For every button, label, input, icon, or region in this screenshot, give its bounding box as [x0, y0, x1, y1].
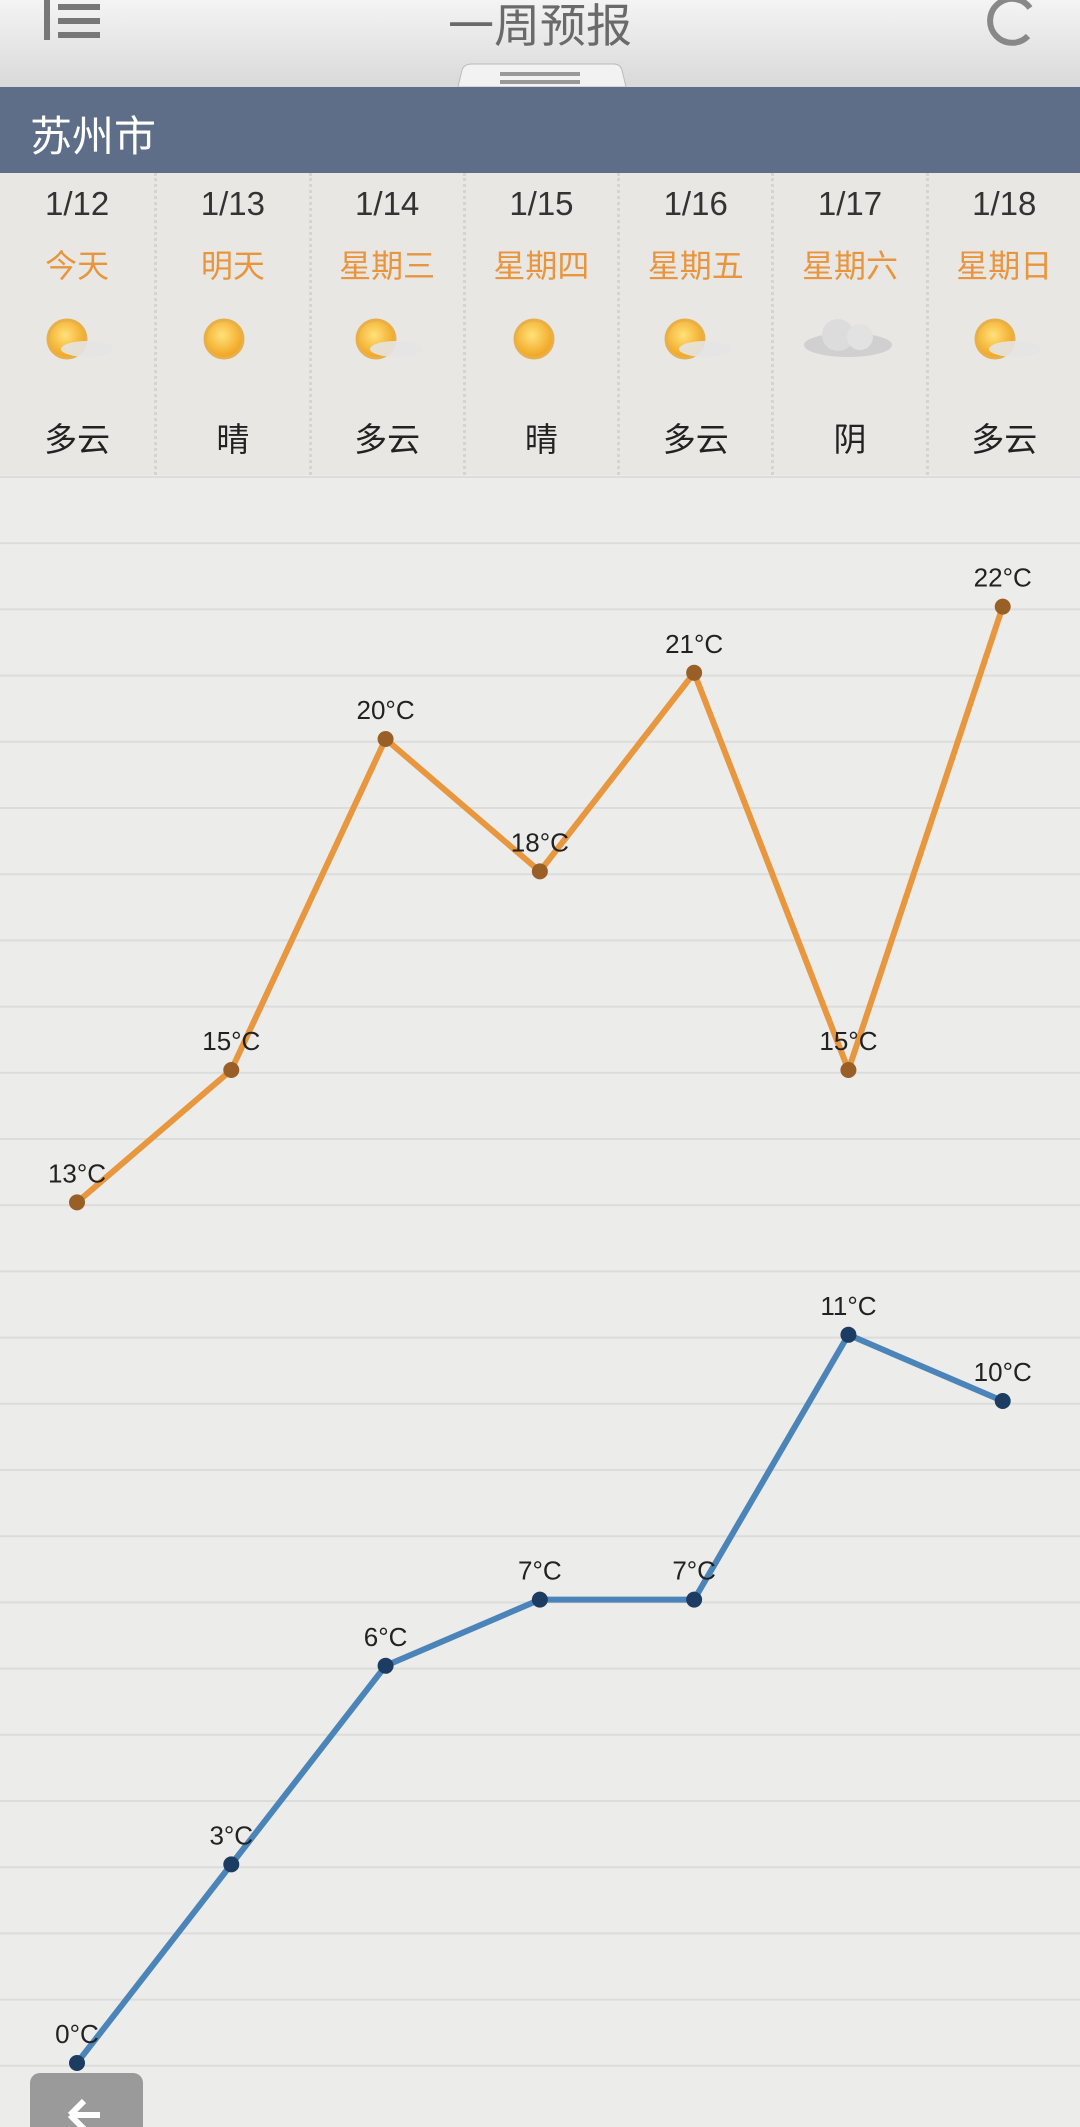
value-label: 10°C [974, 1357, 1032, 1387]
day-date: 1/15 [509, 185, 574, 222]
weather-icons [46, 318, 1043, 360]
day-condition: 晴 [216, 421, 250, 458]
value-label: 15°C [202, 1026, 260, 1056]
day-column: 1/14 星期三多云 [308, 173, 463, 475]
value-label: 3°C [209, 1820, 253, 1850]
value-label: 0°C [55, 2019, 99, 2049]
day-column: 1/18 星期日多云 [925, 173, 1080, 475]
day-weekday: 星期六 [801, 248, 898, 284]
icon-sunny [513, 318, 555, 360]
day-column: 1/12 今天多云 [0, 173, 154, 475]
day-condition: 晴 [524, 421, 558, 458]
value-label: 7°C [518, 1556, 562, 1586]
value-label: 22°C [974, 563, 1032, 593]
temperature-point [69, 1194, 85, 1211]
temperature-point [531, 1591, 548, 1608]
nav-bar: 一周预报 [0, 0, 1080, 87]
temperature-chart: 13°C 15°C 20°C 18°C 21°C 15°C 22°C 0°C 3°C 6°C 7°C… [0, 476, 1080, 2127]
day-condition: 多云 [971, 421, 1038, 458]
day-weekday: 星期日 [956, 248, 1053, 284]
icon-sunny [203, 318, 245, 360]
value-label: 13°C [48, 1158, 106, 1188]
day-weekday: 星期五 [647, 248, 744, 284]
value-label: 7°C [672, 1556, 716, 1586]
icon-partly-cloudy [46, 318, 115, 360]
temperature-line [75, 605, 1006, 1205]
temperature-point [840, 1062, 857, 1078]
day-date: 1/12 [45, 185, 110, 222]
temperature-point [531, 863, 548, 880]
temperature-point [994, 598, 1011, 615]
temperature-point [686, 1591, 703, 1608]
day-date: 1/17 [817, 185, 883, 222]
temperature-point [377, 1657, 394, 1674]
value-label: 18°C [511, 827, 569, 857]
temperature-line [74, 1331, 1004, 2065]
refresh-button[interactable] [987, 0, 1033, 46]
day-condition: 阴 [833, 421, 867, 458]
day-column: 1/15 星期四晴 [462, 173, 617, 475]
icon-overcast [804, 319, 892, 357]
day-date: 1/13 [200, 185, 266, 222]
value-label: 11°C [820, 1291, 876, 1321]
city-bar: 苏州市 [0, 87, 1080, 173]
icon-partly-cloudy [664, 318, 733, 360]
temperature-point [223, 1856, 240, 1873]
day-weekday: 星期四 [493, 248, 590, 284]
back-button[interactable] [30, 2073, 143, 2127]
temperature-point [69, 2055, 85, 2071]
value-label: 15°C [819, 1026, 877, 1056]
paper-lines [0, 476, 1080, 2067]
day-condition: 多云 [354, 421, 421, 458]
temperature-point [377, 731, 394, 747]
temperature-point [840, 1326, 857, 1343]
nav-icons [44, 0, 1033, 87]
value-label: 21°C [665, 629, 723, 659]
day-condition: 多云 [662, 421, 729, 458]
icon-partly-cloudy [355, 318, 424, 360]
page-title: 一周预报 [448, 0, 632, 52]
temperature-point [686, 664, 703, 681]
icon-partly-cloudy [974, 318, 1043, 360]
day-weekday: 星期三 [339, 248, 436, 284]
day-date: 1/18 [972, 185, 1037, 222]
day-date: 1/14 [355, 185, 420, 222]
day-column: 1/13 明天晴 [154, 173, 308, 475]
day-column: 1/17 星期六阴 [771, 173, 925, 475]
day-weekday: 明天 [200, 248, 265, 284]
temperature-point [223, 1062, 240, 1078]
day-column: 1/16 星期五多云 [617, 173, 771, 475]
day-weekday: 今天 [45, 248, 110, 284]
temperature-point [994, 1393, 1011, 1409]
day-condition: 多云 [44, 421, 111, 458]
city-name: 苏州市 [30, 113, 157, 160]
value-label: 20°C [357, 695, 415, 725]
menu-button[interactable] [44, 0, 100, 40]
day-date: 1/16 [663, 185, 728, 222]
value-label: 6°C [364, 1622, 408, 1652]
